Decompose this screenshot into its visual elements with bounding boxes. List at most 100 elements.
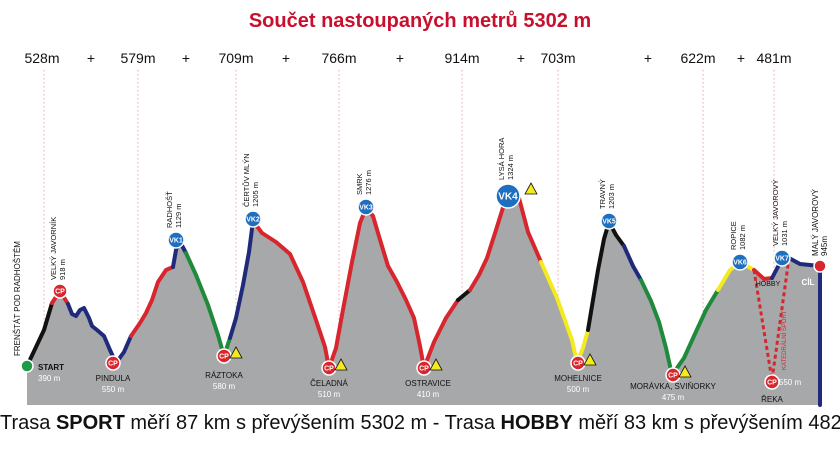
badge-lysa-hora: VK4 [498, 192, 518, 203]
route-segment-1 [25, 301, 54, 368]
route-segment-9 [456, 288, 472, 302]
climb-value-3: 709m [218, 50, 253, 66]
climb-value-4: 766m [321, 50, 356, 66]
badge-velky-javorovy: VK7 [775, 256, 789, 263]
label-velky-javornik: VELKÝ JAVORNÍK [49, 217, 58, 280]
marker-reka [764, 374, 780, 390]
route-segment-16 [752, 268, 774, 281]
label-celadna: ČELADNÁ [310, 379, 348, 388]
badge-ostravice: CP [419, 366, 429, 373]
climb-value-2: 579m [120, 50, 155, 66]
elev-velky-javorovy: 1031 m [780, 221, 789, 246]
label-maly-javorovy: MALÝ JAVOROVÝ [811, 188, 820, 256]
place-labels: FRENŠTÁT POD RADHOŠTĚM START 390 m VELKÝ JA… [13, 138, 829, 404]
badge-mohelnice: CP [573, 361, 583, 368]
marker-velky-javorovy [773, 249, 791, 267]
marker-certuv-mlyn [244, 210, 262, 228]
hobby-branch [752, 257, 791, 381]
label-radhost: RADHOŠŤ [165, 191, 174, 228]
elev-reka: 550 m [779, 378, 802, 387]
plus-sign-4: + [396, 50, 404, 66]
markers: CP CP VK1 CP VK2 CP VK3 CP VK4 CP VK5 CP VK6 VK7 CP [20, 182, 827, 390]
elev-ropice: 1082 m [738, 225, 747, 250]
climb-value-7: 622m [680, 50, 715, 66]
refreshment-icon [524, 182, 538, 195]
marker-radhost [167, 231, 185, 249]
badge-celadna: CP [324, 366, 334, 373]
badge-certuv-mlyn: VK2 [246, 217, 260, 224]
finish-marker [813, 259, 827, 273]
climb-value-6: 703m [540, 50, 575, 66]
elev-maly-javorovy: 945m [820, 236, 829, 256]
label-smrk: SMRK [355, 173, 364, 195]
label-katedralni-sport: KATEDRÁLNÍ SPORT [781, 310, 788, 370]
label-certuv-mlyn: ČERTŮV MLÝN [242, 153, 251, 207]
badge-pindula: CP [108, 361, 118, 368]
plus-sign-6: + [644, 50, 652, 66]
refreshment-icon [334, 358, 348, 371]
label-mohelnice: MOHELNICE [554, 374, 602, 383]
elev-lysa-hora: 1324 m [506, 155, 515, 180]
marker-velky-javornik [52, 283, 68, 299]
label-lysa-hora: LYSÁ HORA [497, 138, 506, 180]
badge-moravka-svinorky: CP [668, 373, 678, 380]
label-reka: ŘEKA [761, 395, 783, 404]
caption-part-3: měří 83 km s převýšením 4821 m [578, 412, 840, 434]
caption-part-2: měří 87 km s převýšením 5302 m - Trasa [124, 412, 501, 434]
elev-certuv-mlyn: 1205 m [251, 182, 260, 207]
chart-title: Součet nastoupaných metrů 5302 m [248, 10, 592, 32]
route-segment-12 [586, 220, 626, 332]
caption-part-1: Trasa [0, 412, 56, 434]
elev-pindula: 550 m [102, 385, 125, 394]
climb-value-8: 481m [756, 50, 791, 66]
elev-smrk: 1276 m [364, 170, 373, 195]
plus-sign-3: + [282, 50, 290, 66]
badge-velky-javornik: CP [55, 289, 65, 296]
marker-pindula [105, 355, 121, 371]
label-cil: CÍL [802, 278, 815, 287]
label-ropice: ROPICE [729, 221, 738, 250]
plus-sign-5: + [517, 50, 525, 66]
elev-moravka-svinorky: 475 m [662, 393, 685, 402]
hobby-dashed-path [752, 257, 791, 381]
label-velky-javorovy: VELKÝ JAVOROVÝ [771, 179, 780, 246]
route-segment-8 [251, 206, 460, 370]
climb-labels: 528m 579m 709m 766m 914m 703m 622m 481m + + + + + + + [24, 50, 791, 66]
marker-ropice [731, 253, 749, 271]
refreshment-icon [229, 346, 243, 359]
elev-celadna: 510 m [318, 390, 341, 399]
label-travny: TRAVNÝ [598, 179, 607, 209]
label-ostravice: OSTRAVICE [405, 379, 451, 388]
label-hobby: HOBBY [756, 281, 781, 288]
elev-travny: 1203 m [607, 184, 616, 209]
badge-radhost: VK1 [169, 238, 183, 245]
marker-smrk [357, 198, 375, 216]
badge-ropice: VK6 [733, 260, 747, 267]
elev-velky-javornik: 918 m [58, 259, 67, 280]
label-moravka-svinorky: MORÁVKA, SVIŇORKY [630, 382, 716, 391]
label-frenstat-pod-radhostem: FRENŠTÁT POD RADHOŠTĚM [13, 241, 22, 356]
label-pindula: PINDULA [96, 374, 131, 383]
label-raztoka: RÁZTOKA [205, 371, 243, 380]
marker-travny [600, 212, 618, 230]
climb-value-1: 528m [24, 50, 59, 66]
route-segment-13 [622, 244, 643, 282]
badge-smrk: VK3 [359, 205, 373, 212]
elev-radhost: 1129 m [174, 204, 183, 228]
badge-travny: VK5 [602, 219, 616, 226]
plus-sign-2: + [182, 50, 190, 66]
elev-raztoka: 580 m [213, 382, 236, 391]
elev-ostravice: 410 m [417, 390, 440, 399]
plus-sign-1: + [87, 50, 95, 66]
route-segment-7 [228, 219, 255, 340]
label-start: START [38, 363, 64, 372]
marker-lysa-hora [495, 183, 521, 209]
plus-sign-7: + [737, 50, 745, 66]
elev-start: 390 m [38, 374, 61, 383]
start-marker [20, 359, 34, 373]
climb-value-5: 914m [444, 50, 479, 66]
badge-reka: CP [767, 380, 777, 387]
caption-hobby: HOBBY [500, 412, 573, 434]
elev-mohelnice: 500 m [567, 385, 590, 394]
